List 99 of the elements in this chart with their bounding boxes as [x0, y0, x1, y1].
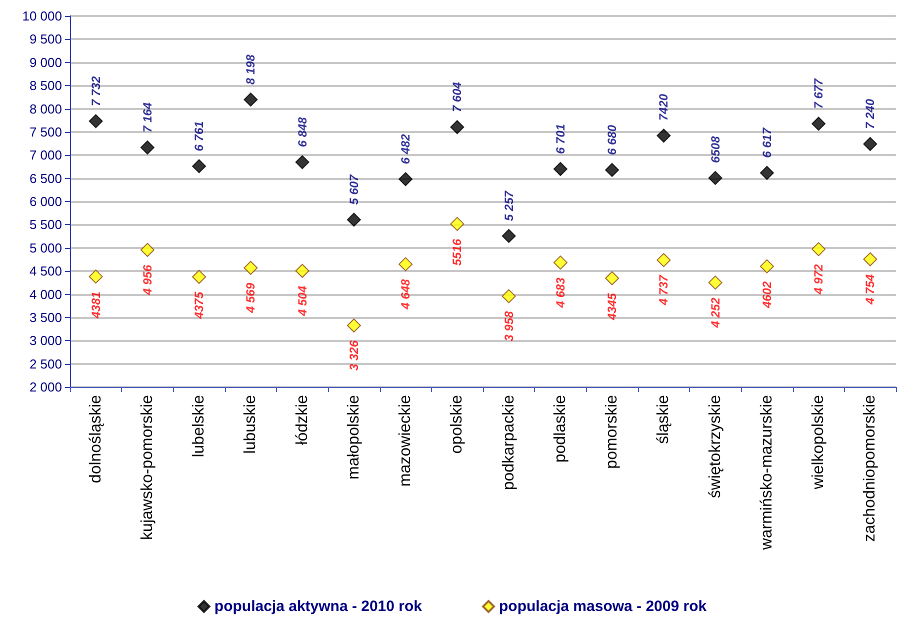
- data-label: 7 604: [450, 82, 464, 112]
- point: [812, 116, 826, 131]
- point: [295, 155, 310, 170]
- point: [760, 166, 774, 180]
- x-tick-label: podlaskie: [552, 394, 569, 463]
- point: [192, 270, 206, 284]
- data-label: 4 956: [140, 264, 154, 296]
- point: [656, 253, 671, 268]
- data-label: 4 569: [244, 282, 258, 314]
- data-label: 3 958: [502, 310, 516, 342]
- point: [553, 162, 568, 176]
- point: [450, 120, 464, 134]
- x-tick-label: dolnośląskie: [87, 394, 104, 484]
- y-tick-label: 10 000: [22, 8, 62, 24]
- data-label: 6 680: [605, 124, 620, 155]
- x-tick-label: śląskie: [655, 394, 672, 444]
- point: [192, 159, 206, 174]
- point: [140, 140, 154, 155]
- x-tick-label: mazowieckie: [397, 394, 414, 487]
- legend-label: populacja aktywna - 2010 rok: [214, 598, 423, 615]
- data-label: 4 648: [398, 278, 413, 310]
- data-label: 4602: [760, 281, 774, 310]
- point: [708, 170, 722, 185]
- data-label: 4381: [88, 291, 103, 320]
- data-label: 6508: [708, 136, 722, 163]
- point: [398, 257, 413, 272]
- y-tick-label: 4 500: [29, 264, 62, 279]
- point: [244, 260, 258, 275]
- point: [863, 252, 878, 266]
- legend-label: populacja masowa - 2009 rok: [499, 598, 708, 615]
- data-label: 8 198: [244, 54, 258, 85]
- data-label: 6 761: [192, 120, 206, 152]
- y-tick-label: 8 000: [29, 101, 62, 116]
- x-tick-label: wielkopolskie: [810, 394, 828, 490]
- x-tick-label: lubuskie: [242, 394, 260, 454]
- point: [450, 216, 464, 231]
- point: [605, 162, 620, 177]
- point: [88, 114, 103, 128]
- x-tick-label: pomorskie: [604, 394, 621, 469]
- x-tick-label: świętokrzyskie: [706, 394, 724, 498]
- x-tick-label: małopolskie: [345, 394, 362, 480]
- point: [553, 256, 568, 270]
- data-label: 5 607: [346, 173, 361, 205]
- y-tick-label: 5 500: [29, 217, 62, 232]
- y-tick-label: 2 500: [29, 356, 62, 372]
- y-tick-label: 9 000: [29, 54, 62, 70]
- point: [502, 289, 516, 304]
- data-label: 4 683: [553, 277, 568, 309]
- data-label: 4 972: [812, 264, 826, 296]
- point: [346, 318, 361, 333]
- data-label: 6 848: [295, 116, 310, 148]
- point: [244, 92, 258, 107]
- y-tick-label: 3 500: [29, 310, 62, 325]
- point: [656, 128, 671, 143]
- point: [346, 212, 361, 227]
- x-tick-label: podkarpackie: [500, 394, 518, 490]
- data-label: 4 504: [295, 286, 310, 317]
- y-tick-label: 3 000: [29, 333, 62, 348]
- data-label: 6 617: [760, 126, 774, 158]
- data-label: 7 732: [88, 76, 103, 106]
- point: [140, 242, 154, 257]
- data-label: 4 252: [708, 297, 722, 329]
- point: [812, 242, 826, 256]
- data-label: 6 701: [553, 124, 568, 154]
- y-tick-label: 7 000: [29, 148, 62, 163]
- point: [863, 136, 878, 151]
- data-label: 5 257: [502, 190, 516, 221]
- data-label: 7 677: [812, 77, 826, 109]
- y-tick-label: 2 000: [29, 380, 62, 394]
- x-tick-label: warmińsko-mazurskie: [758, 394, 776, 551]
- point: [88, 270, 103, 284]
- data-label: 7420: [656, 94, 671, 121]
- point: [295, 264, 310, 278]
- data-label: 3 326: [346, 340, 361, 371]
- y-tick-label: 4 000: [29, 286, 62, 302]
- data-label: 4 754: [863, 274, 878, 306]
- point: [760, 259, 774, 274]
- data-label: 4 737: [656, 274, 671, 306]
- point: [502, 228, 516, 243]
- point: [605, 271, 620, 286]
- y-tick-label: 8 500: [29, 78, 62, 94]
- x-tick-label: kujawsko-pomorskie: [138, 394, 156, 540]
- data-label: 5516: [450, 238, 464, 266]
- data-label: 6 482: [398, 134, 413, 164]
- data-label: 4345: [605, 292, 620, 321]
- y-tick-label: 5 000: [29, 240, 62, 256]
- x-tick-label: zachodniopomorskie: [862, 394, 879, 542]
- y-tick-label: 6 000: [29, 194, 62, 209]
- data-label: 7 164: [140, 102, 154, 133]
- point: [398, 172, 413, 186]
- y-tick-label: 7 500: [29, 124, 62, 140]
- x-tick-label: lubelskie: [190, 394, 208, 458]
- data-label: 7 240: [863, 98, 878, 129]
- x-tick-label: łódzkie: [294, 394, 311, 445]
- y-tick-label: 6 500: [29, 170, 62, 186]
- point: [708, 276, 722, 290]
- data-label: 4375: [192, 292, 206, 320]
- x-tick-label: opolskie: [448, 394, 466, 454]
- y-tick-label: 9 500: [29, 32, 62, 47]
